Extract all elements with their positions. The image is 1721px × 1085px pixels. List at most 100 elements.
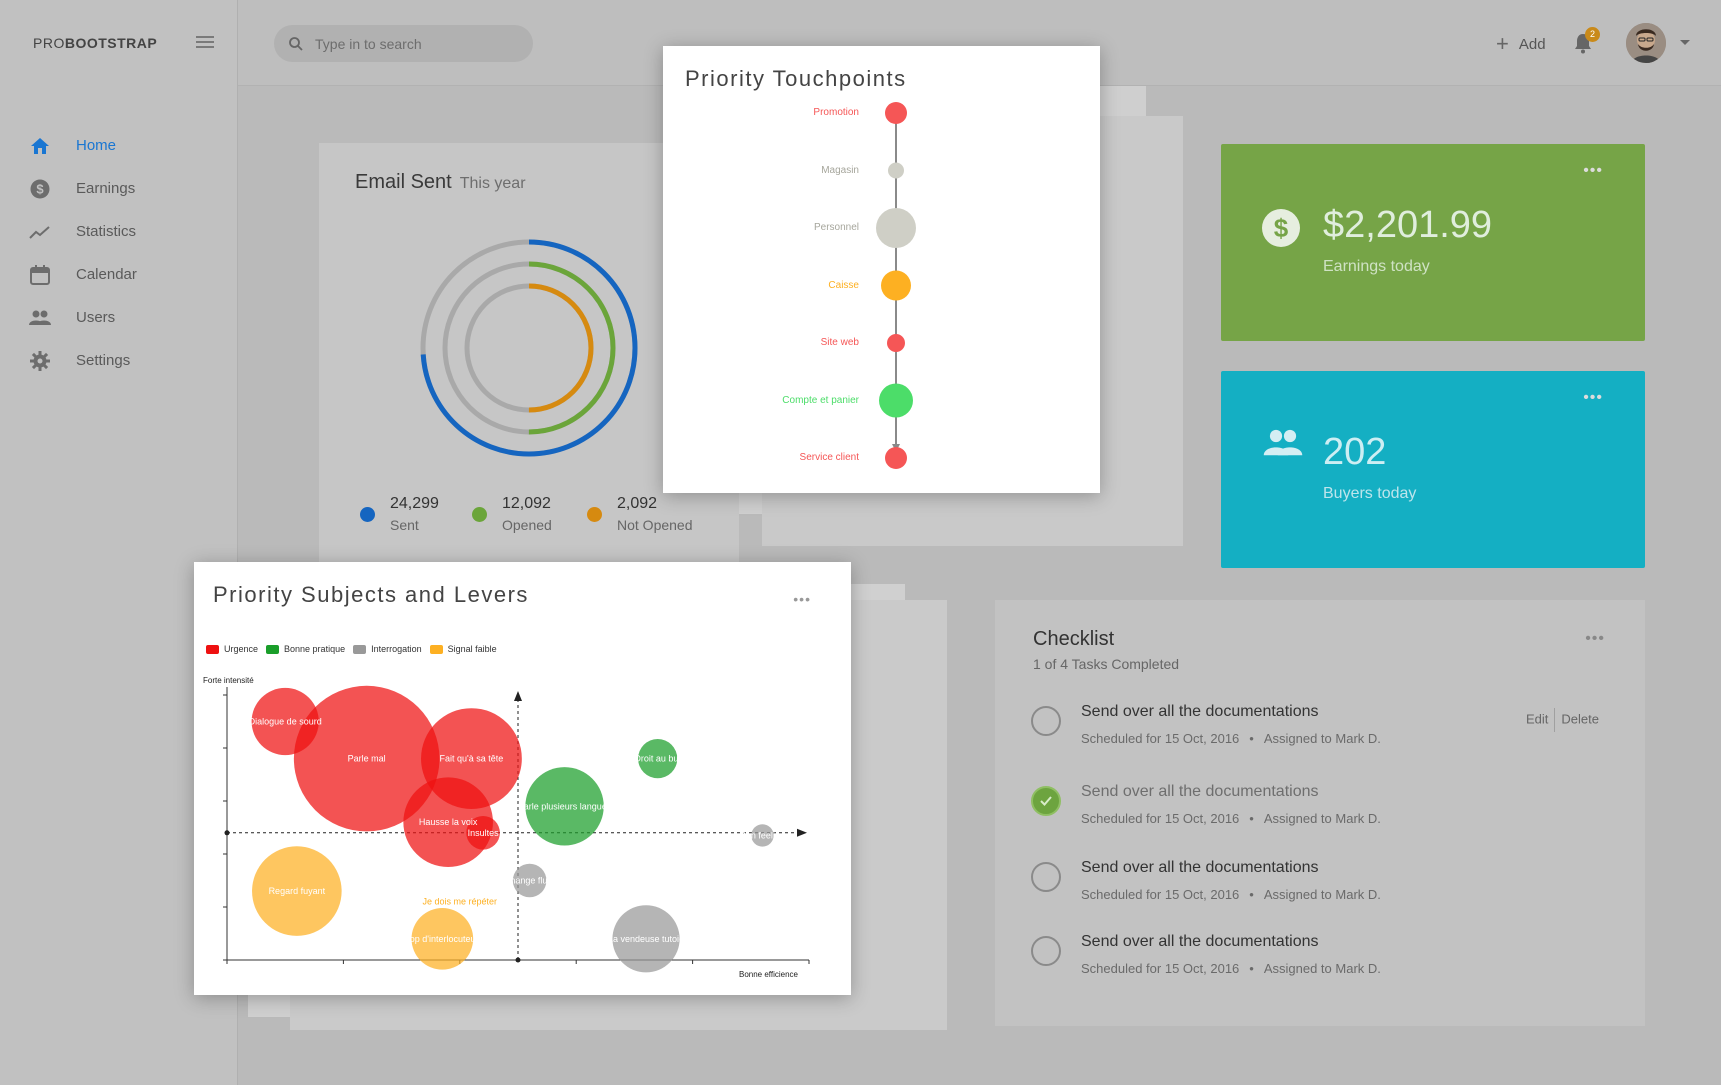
task-meta: Scheduled for 15 Oct, 2016 • Assigned to M… xyxy=(1081,887,1381,902)
card-title: Email Sent This year xyxy=(355,171,526,193)
axis-arrow xyxy=(514,691,522,701)
axis-origin-dot xyxy=(515,957,521,963)
search-icon xyxy=(289,36,303,51)
bubble-label: Parle mal xyxy=(348,754,386,764)
svg-text:$: $ xyxy=(36,181,44,196)
bubble xyxy=(411,908,474,970)
dollar-icon: $ xyxy=(28,177,52,201)
axis-origin-dot xyxy=(224,830,230,836)
task-checkbox[interactable] xyxy=(1031,936,1061,966)
sidebar-item-users[interactable]: Users xyxy=(28,296,137,339)
touchpoint-label: Service client xyxy=(799,452,859,463)
more-options-icon[interactable]: ••• xyxy=(1583,162,1603,179)
touchpoint-marker xyxy=(888,162,904,179)
touchpoint-label: Magasin xyxy=(821,164,859,176)
bubble xyxy=(638,739,678,779)
legend-item: Signal faible xyxy=(429,644,497,654)
touchpoint-label: Caisse xyxy=(828,279,859,291)
bubble xyxy=(403,777,493,867)
notification-button[interactable]: 2 xyxy=(1574,27,1600,56)
users-icon xyxy=(1263,429,1303,456)
panel-title: Priority Touchpoints xyxy=(685,66,907,91)
task-item: Send over all the documentations Schedul… xyxy=(1031,859,1621,919)
delete-link[interactable]: Delete xyxy=(1561,711,1599,727)
sidebar-item-label: Users xyxy=(76,309,116,326)
bubble xyxy=(466,816,500,850)
touchpoint-label: Compte et panier xyxy=(782,394,859,406)
buyers-label: Buyers today xyxy=(1323,485,1417,502)
task-checkbox[interactable] xyxy=(1031,862,1061,892)
sidebar-nav: Home $ Earnings Statistics Calendar User… xyxy=(28,124,137,382)
legend-item: Interrogation xyxy=(353,644,422,654)
sidebar-item-label: Earnings xyxy=(76,180,136,197)
chevron-down-icon[interactable] xyxy=(1680,40,1690,45)
donut-arc-not-opened xyxy=(464,283,594,413)
bubble-label: Je dois me répéter xyxy=(423,897,498,907)
y-axis-label: Forte intensité xyxy=(203,676,254,685)
bubble-label: Echange fluide xyxy=(500,876,560,886)
more-options-icon[interactable]: ••• xyxy=(793,591,811,607)
bubble xyxy=(525,767,604,846)
axis-arrow xyxy=(797,828,807,837)
sidebar-item-label: Calendar xyxy=(76,266,137,283)
brand-logo[interactable]: PROBOOTSTRAP xyxy=(33,35,158,51)
touchpoints-chart xyxy=(876,102,916,469)
task-title: Send over all the documentations xyxy=(1081,859,1319,876)
legend-dot xyxy=(472,507,487,522)
touchpoint-marker xyxy=(879,383,913,418)
bubble-label: Insultes xyxy=(468,828,500,838)
calendar-icon xyxy=(28,263,52,287)
menu-toggle-icon[interactable] xyxy=(196,36,214,48)
plus-icon: + xyxy=(1496,31,1509,56)
gear-icon xyxy=(28,349,52,373)
earnings-tile: ••• $ $2,201.99 Earnings today xyxy=(1221,144,1645,341)
trending-icon xyxy=(28,220,52,244)
edit-link[interactable]: Edit xyxy=(1526,711,1549,727)
task-title: Send over all the documentations xyxy=(1081,703,1319,720)
bubble xyxy=(751,824,774,847)
touchpoint-marker xyxy=(885,447,907,469)
bubble-label: Hausse la voix xyxy=(419,817,478,827)
add-button-label: Add xyxy=(1518,35,1546,53)
task-item: Send over all the documentations Schedul… xyxy=(1031,933,1621,993)
sidebar-item-settings[interactable]: Settings xyxy=(28,339,137,382)
avatar[interactable] xyxy=(1626,23,1666,63)
sidebar-item-label: Settings xyxy=(76,352,131,369)
bubble xyxy=(252,846,342,936)
task-checkbox[interactable] xyxy=(1031,786,1061,816)
touchpoint-marker xyxy=(876,208,916,248)
sidebar-item-label: Statistics xyxy=(76,223,137,240)
task-item: Send over all the documentations Schedul… xyxy=(1031,783,1621,843)
add-button[interactable]: + Add xyxy=(1496,33,1546,55)
sidebar-item-statistics[interactable]: Statistics xyxy=(28,210,137,253)
check-icon xyxy=(1040,796,1052,806)
priority-touchpoints-panel: Priority Touchpoints Promotion Magasin Per… xyxy=(663,46,1100,493)
sidebar: PROBOOTSTRAP Home $ Earnings Statistics … xyxy=(0,0,238,1085)
legend-item: Urgence xyxy=(206,644,258,654)
task-item: Send over all the documentations Schedul… xyxy=(1031,703,1621,763)
touchpoint-label: Site web xyxy=(820,337,859,348)
task-checkbox[interactable] xyxy=(1031,706,1061,736)
checklist-card: Checklist 1 of 4 Tasks Completed ••• Sen… xyxy=(995,600,1645,1026)
task-title: Send over all the documentations xyxy=(1081,783,1319,800)
touchpoint-marker xyxy=(885,102,907,124)
home-icon xyxy=(28,134,52,158)
search-input[interactable] xyxy=(313,34,513,53)
legend-dot xyxy=(360,507,375,522)
more-options-icon[interactable]: ••• xyxy=(1585,630,1605,647)
touchpoint-marker xyxy=(887,334,905,352)
sidebar-item-earnings[interactable]: $ Earnings xyxy=(28,167,137,210)
task-meta: Scheduled for 15 Oct, 2016 • Assigned to M… xyxy=(1081,961,1381,976)
buyers-amount: 202 xyxy=(1323,431,1387,473)
sidebar-item-calendar[interactable]: Calendar xyxy=(28,253,137,296)
task-actions: Edit Delete xyxy=(1526,708,1599,732)
bubble-label: Bon feeling xyxy=(740,830,785,840)
sidebar-item-home[interactable]: Home xyxy=(28,124,137,167)
more-options-icon[interactable]: ••• xyxy=(1583,389,1603,406)
search-box[interactable] xyxy=(274,25,533,62)
touchpoint-label: Promotion xyxy=(813,107,859,118)
bubble-label: Trop d'interlocuteurs xyxy=(402,934,484,944)
touchpoint-marker xyxy=(881,270,911,301)
sidebar-item-label: Home xyxy=(76,137,117,154)
earnings-label: Earnings today xyxy=(1323,258,1430,275)
